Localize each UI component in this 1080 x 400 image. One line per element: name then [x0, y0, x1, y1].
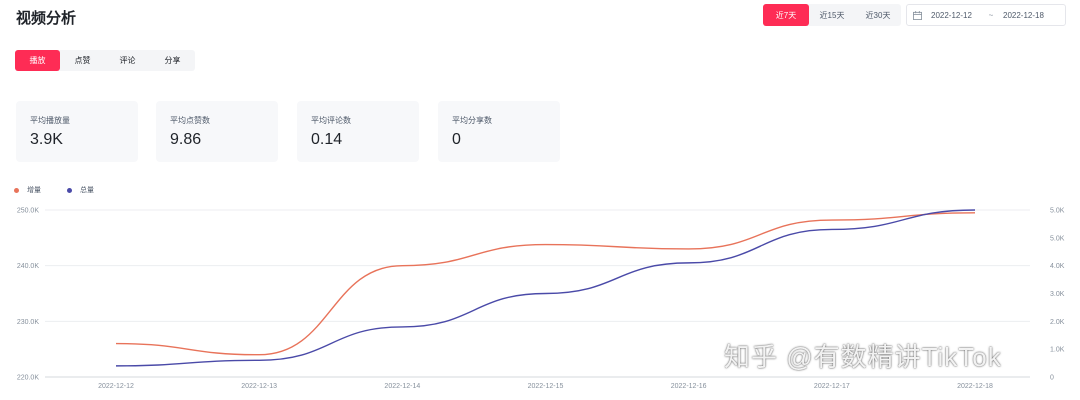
chart-legend: 增量 总量 [14, 185, 120, 195]
y-right-tick-label: 0 [1050, 375, 1054, 382]
calendar-icon [913, 10, 922, 20]
y-right-tick-label: 5.0K [1050, 235, 1065, 242]
stat-label: 平均分享数 [452, 116, 492, 125]
range-15-days-button[interactable]: 近15天 [819, 10, 845, 20]
tab-comments[interactable]: 评论 [119, 56, 136, 65]
stat-card-avg-plays: 平均播放量 3.9K [16, 101, 138, 162]
stat-card-avg-shares: 平均分享数 0 [438, 101, 560, 162]
stat-label: 平均评论数 [311, 116, 351, 125]
page-title: 视频分析 [16, 10, 77, 27]
legend-item-total[interactable]: 总量 [67, 185, 94, 195]
series-line-increment [115, 212, 976, 356]
stat-label: 平均点赞数 [170, 116, 210, 125]
stat-label: 平均播放量 [30, 116, 70, 125]
start-date-input[interactable]: 2022-12-12 [931, 10, 972, 20]
tab-shares[interactable]: 分享 [164, 56, 181, 65]
stat-card-avg-comments: 平均评论数 0.14 [297, 101, 419, 162]
date-separator: ~ [988, 10, 994, 20]
stat-value: 0.14 [311, 131, 343, 148]
y-right-tick-label: 1.0K [1050, 347, 1065, 354]
date-range-picker[interactable]: 2022-12-12 ~ 2022-12-18 [906, 4, 1066, 26]
metric-tabs: 播放 点赞 评论 分享 [15, 50, 195, 71]
y-left-tick-label: 240.0K [17, 263, 40, 270]
legend-item-increment[interactable]: 增量 [14, 185, 41, 195]
end-date-input[interactable]: 2022-12-18 [1003, 10, 1044, 20]
legend-label: 增量 [27, 187, 41, 194]
x-tick-label: 2022-12-17 [814, 383, 850, 390]
stat-value: 3.9K [30, 131, 63, 148]
stat-value: 9.86 [170, 131, 202, 148]
y-right-tick-label: 2.0K [1050, 319, 1065, 326]
y-right-tick-label: 3.0K [1050, 291, 1065, 298]
x-tick-label: 2022-12-16 [671, 383, 707, 390]
tab-likes[interactable]: 点赞 [74, 56, 91, 65]
stat-value: 0 [452, 131, 461, 148]
y-right-tick-label: 4.0K [1050, 263, 1065, 270]
range-7-days-button[interactable]: 近7天 [763, 4, 809, 26]
legend-label: 总量 [80, 187, 94, 194]
date-range-selector: 近7天 近15天 近30天 [763, 4, 901, 26]
stat-card-avg-likes: 平均点赞数 9.86 [156, 101, 278, 162]
y-right-tick-label: 5.0K [1050, 208, 1065, 215]
y-left-tick-label: 220.0K [17, 375, 40, 382]
tab-plays[interactable]: 播放 [15, 50, 60, 71]
watermark-text: 知乎 @有数精讲TikTok [724, 342, 1002, 372]
y-left-tick-label: 250.0K [17, 208, 40, 215]
range-30-days-button[interactable]: 近30天 [865, 10, 891, 20]
x-tick-label: 2022-12-13 [241, 383, 277, 390]
y-left-tick-label: 230.0K [17, 319, 40, 326]
x-tick-label: 2022-12-15 [528, 383, 564, 390]
legend-dot-total [67, 187, 72, 193]
x-tick-label: 2022-12-14 [384, 383, 420, 390]
legend-dot-increment [14, 187, 19, 193]
x-tick-label: 2022-12-12 [98, 383, 134, 390]
x-tick-label: 2022-12-18 [957, 383, 993, 390]
